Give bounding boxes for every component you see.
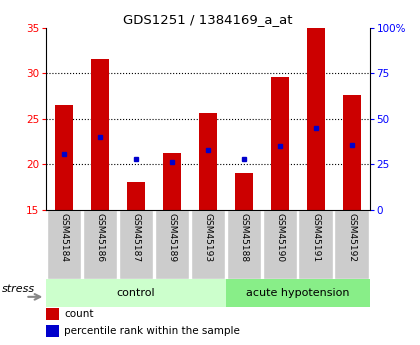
Text: GSM45193: GSM45193 [203,213,213,262]
Bar [271,77,289,209]
Bar [235,173,253,209]
FancyBboxPatch shape [83,209,117,278]
FancyBboxPatch shape [191,209,225,278]
Bar [46,325,59,336]
Text: GSM45191: GSM45191 [311,213,320,262]
Bar [307,28,325,209]
Text: GSM45186: GSM45186 [96,213,105,262]
Title: GDS1251 / 1384169_a_at: GDS1251 / 1384169_a_at [123,13,293,27]
Text: GSM45188: GSM45188 [239,213,248,262]
FancyBboxPatch shape [299,209,333,278]
Text: GSM45192: GSM45192 [347,213,356,262]
FancyBboxPatch shape [155,209,189,278]
Text: GSM45190: GSM45190 [275,213,284,262]
Bar [91,59,109,209]
FancyBboxPatch shape [46,278,226,307]
Text: acute hypotension: acute hypotension [246,288,349,298]
FancyBboxPatch shape [226,278,370,307]
Bar [343,95,361,209]
Text: GSM45184: GSM45184 [60,213,68,262]
Text: count: count [64,309,94,319]
Bar [199,113,217,209]
FancyBboxPatch shape [226,209,261,278]
Text: stress: stress [2,284,35,294]
Text: GSM45189: GSM45189 [168,213,176,262]
Bar [46,308,59,320]
FancyBboxPatch shape [119,209,153,278]
Text: GSM45187: GSM45187 [131,213,141,262]
Bar [55,105,73,209]
Bar [127,182,145,209]
FancyBboxPatch shape [47,209,81,278]
Text: percentile rank within the sample: percentile rank within the sample [64,326,240,336]
Bar [163,153,181,209]
FancyBboxPatch shape [262,209,297,278]
FancyBboxPatch shape [334,209,369,278]
Text: control: control [117,288,155,298]
